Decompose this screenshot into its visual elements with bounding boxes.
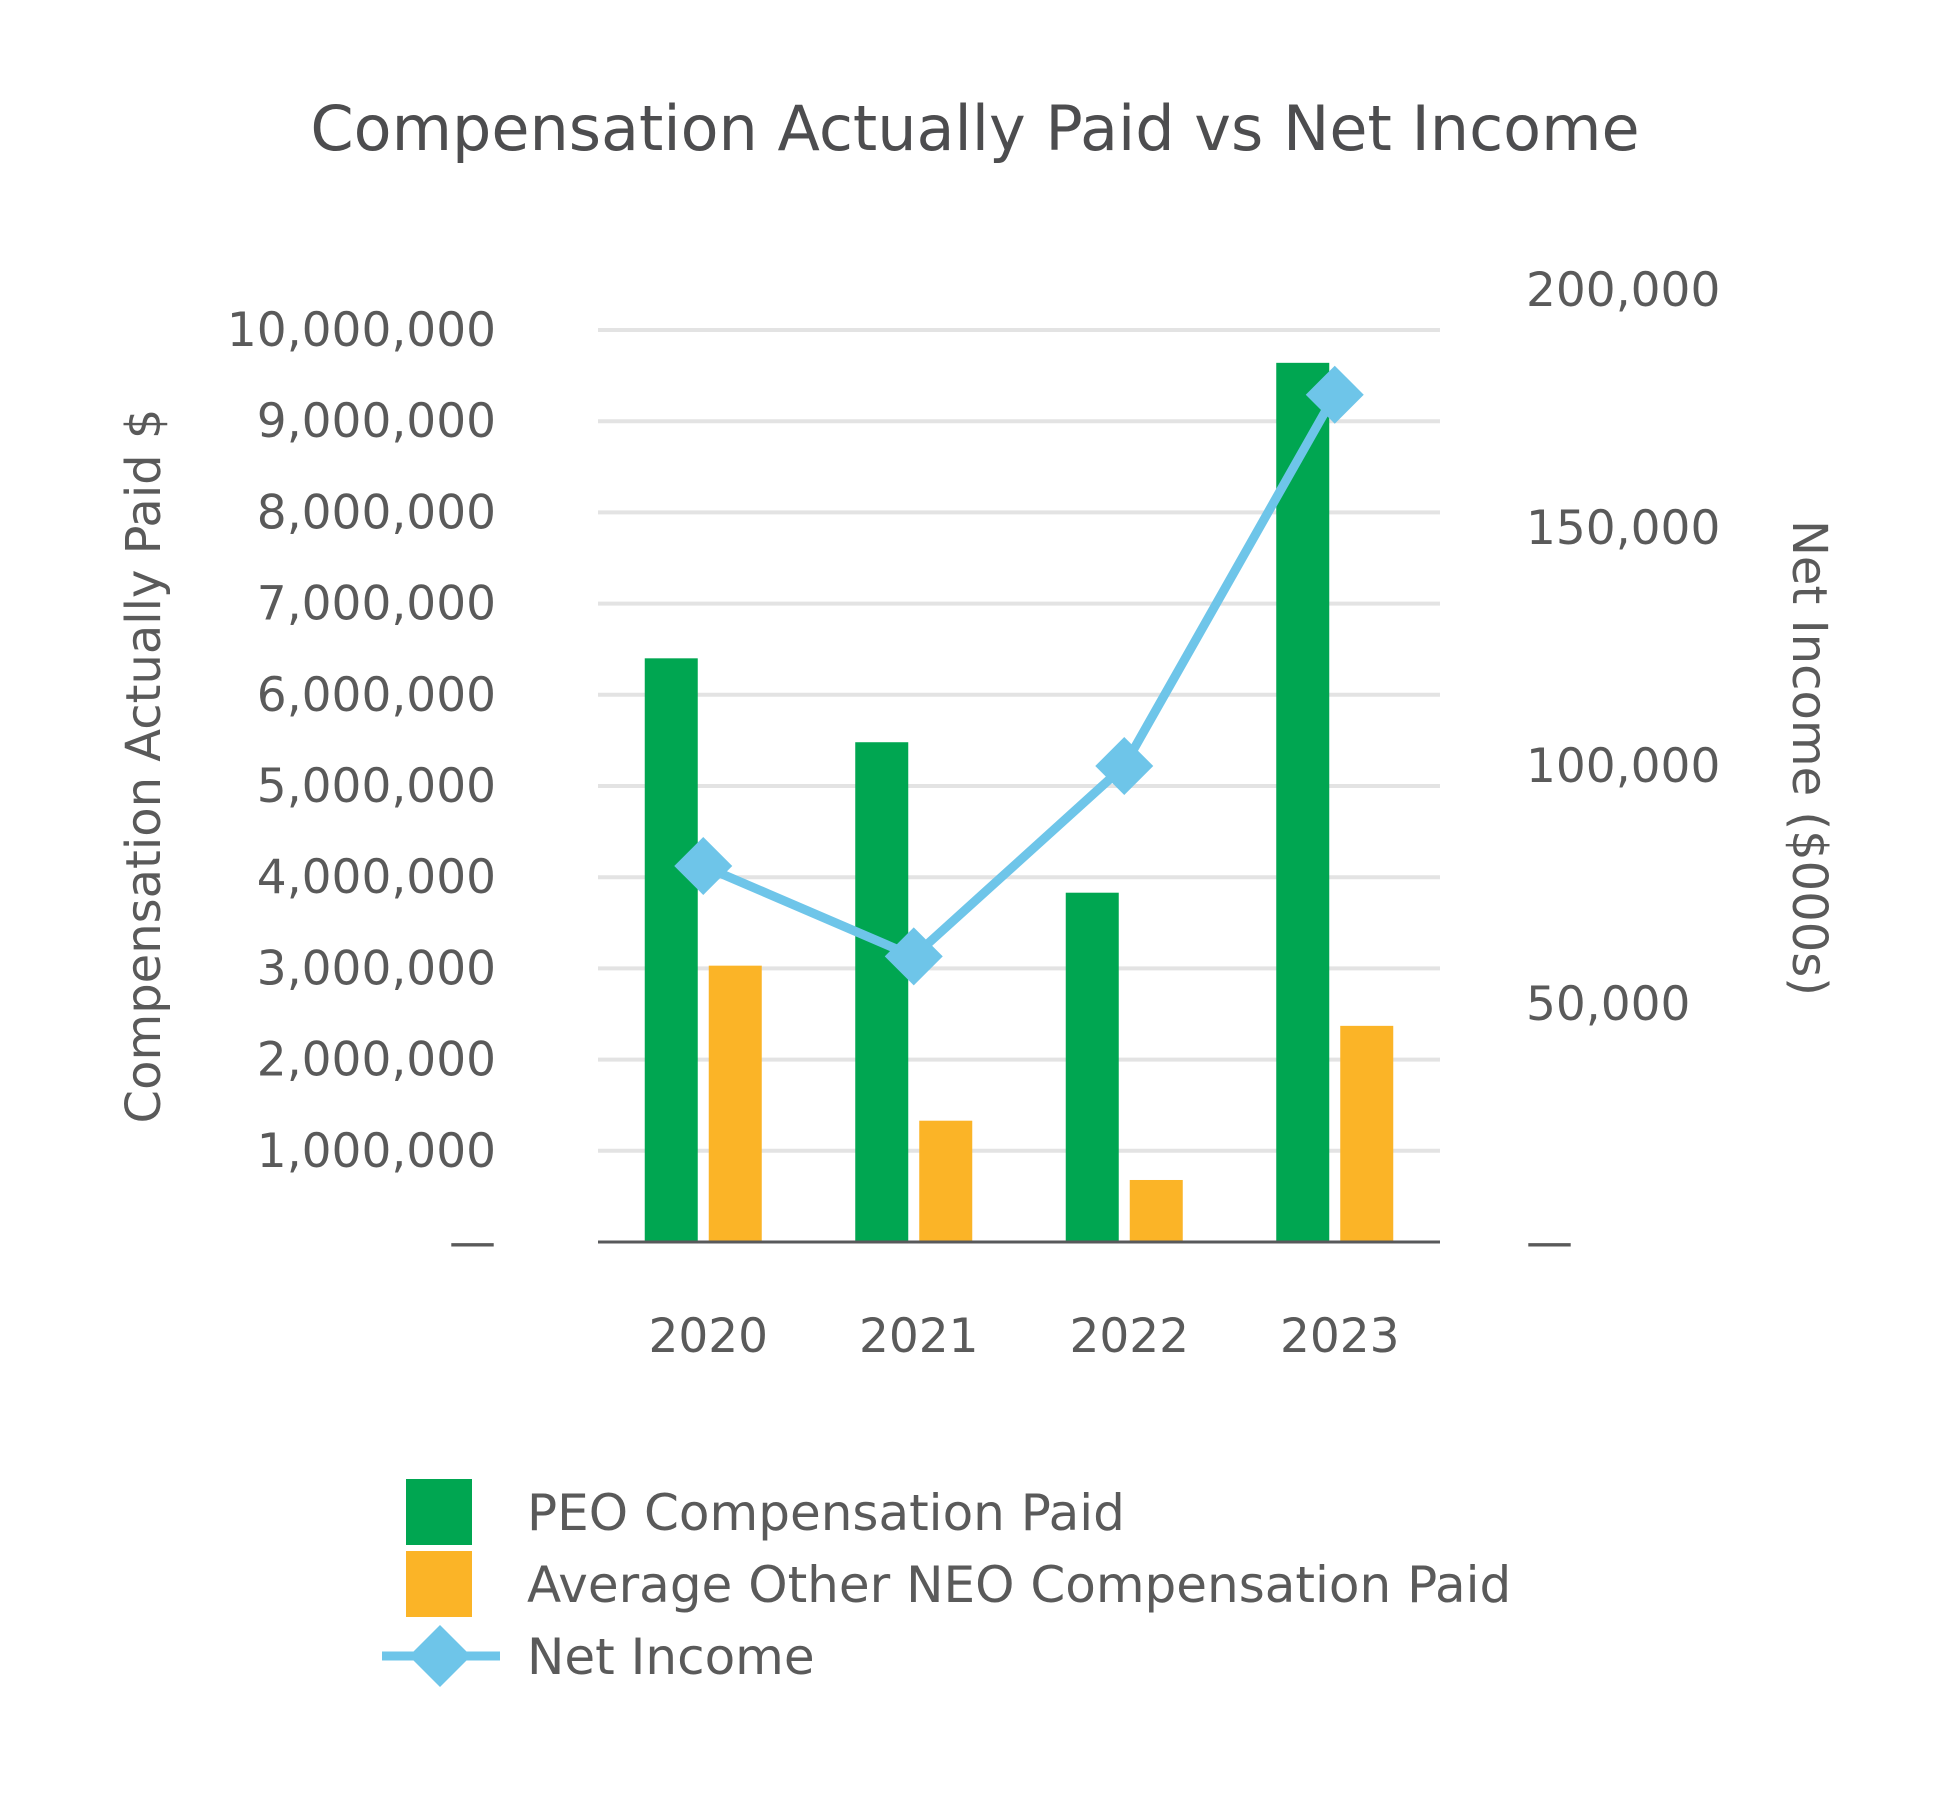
bar-peo-2023 — [1276, 362, 1330, 1242]
chart-title: Compensation Actually Paid vs Net Income — [310, 92, 1639, 165]
x-tick-label: 2021 — [859, 1309, 979, 1364]
y-tick-label: 1,000,000 — [257, 1124, 496, 1179]
y2-tick-label: 100,000 — [1526, 739, 1720, 794]
bar-neo-2021 — [919, 1120, 973, 1242]
x-tick-label: 2020 — [648, 1309, 768, 1364]
net-income-point-2023 — [1305, 365, 1364, 424]
y-tick-label: 5,000,000 — [257, 759, 496, 814]
y-tick-label: 4,000,000 — [257, 850, 496, 905]
x-tick-label: 2022 — [1069, 1309, 1189, 1364]
bars — [644, 362, 1394, 1242]
y-tick-label: 8,000,000 — [257, 485, 496, 540]
legend-swatch-peo — [406, 1479, 472, 1545]
y-tick-label: 9,000,000 — [257, 394, 496, 449]
bar-neo-2022 — [1129, 1179, 1183, 1242]
net-income-polyline — [701, 392, 1339, 961]
legend-swatch-neo — [406, 1551, 472, 1617]
bar-peo-2021 — [855, 742, 909, 1242]
bar-neo-2023 — [1340, 1025, 1394, 1242]
y-tick-label: 3,000,000 — [257, 941, 496, 996]
y-tick-label: 6,000,000 — [257, 668, 496, 723]
net-income-line — [674, 365, 1364, 986]
bar-peo-2022 — [1065, 892, 1119, 1242]
y-tick-label: 2,000,000 — [257, 1033, 496, 1088]
y-tick-label: 10,000,000 — [227, 303, 496, 358]
y2-tick-label: 200,000 — [1526, 263, 1720, 318]
y2-axis-title: Net Income ($000s) — [1781, 520, 1837, 996]
legend: PEO Compensation Paid Average Other NEO C… — [382, 1479, 1511, 1687]
x-axis-labels: 2020 2021 2022 2023 — [648, 1309, 1399, 1364]
legend-label: PEO Compensation Paid — [527, 1484, 1125, 1542]
y-axis-ticks: — 1,000,000 2,000,000 3,000,000 4,000,000 5,0… — [227, 303, 496, 1270]
y2-tick-label: 50,000 — [1526, 977, 1690, 1032]
bar-peo-2020 — [644, 658, 698, 1242]
legend-swatch-diamond — [409, 1625, 471, 1687]
net-income-point-2022 — [1095, 737, 1154, 795]
net-income-point-2021 — [884, 927, 943, 986]
legend-label: Average Other NEO Compensation Paid — [527, 1556, 1511, 1614]
y2-axis-ticks: — 50,000 100,000 150,000 200,000 — [1526, 263, 1720, 1270]
y-axis-title: Compensation Actually Paid $ — [116, 409, 172, 1124]
y2-tick-label: 150,000 — [1526, 501, 1720, 556]
x-tick-label: 2023 — [1280, 1309, 1400, 1364]
bar-neo-2020 — [708, 965, 762, 1242]
y-tick-label: 7,000,000 — [257, 577, 496, 632]
y2-tick-label: — — [1526, 1215, 1573, 1270]
legend-label: Net Income — [527, 1628, 815, 1686]
net-income-point-2020 — [674, 836, 733, 895]
y-tick-label: — — [449, 1215, 496, 1270]
